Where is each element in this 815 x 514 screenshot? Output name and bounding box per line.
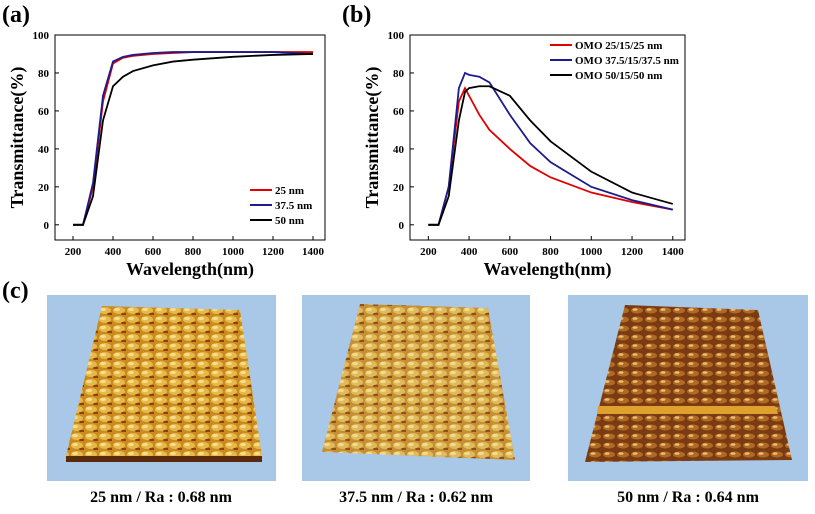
afm-caption: 50 nm / Ra : 0.64 nm [617,489,759,506]
legend-label: OMO 25/15/25 nm [575,40,662,52]
x-tick-label: 1200 [621,246,644,258]
x-axis-label: Wavelength(nm) [126,259,254,280]
x-tick-label: 800 [542,246,559,258]
y-tick-label: 100 [33,30,50,42]
series-line [428,71,673,226]
y-axis-label: Transmittance(%) [362,67,383,209]
y-axis-label: Transmittance(%) [7,67,28,209]
x-tick-label: 1400 [662,246,685,258]
panel-label: (b) [342,2,371,28]
x-tick-label: 400 [461,246,478,258]
series-line [73,51,314,226]
x-tick-label: 200 [420,246,437,258]
x-tick-label: 400 [105,246,122,258]
series-line [73,53,314,226]
x-tick-label: 1000 [222,246,245,258]
y-tick-label: 80 [393,68,405,80]
afm-image [568,295,808,481]
panel-label: (c) [2,278,29,304]
y-tick-label: 100 [388,30,405,42]
y-tick-label: 0 [44,220,50,232]
plot-frame [409,34,686,241]
y-tick-label: 0 [399,220,405,232]
plot-frame [54,34,326,241]
x-tick-label: 600 [145,246,162,258]
panel-label: (a) [2,2,30,28]
y-tick-label: 80 [38,68,50,80]
legend-label: OMO 50/15/50 nm [575,70,662,82]
y-tick-label: 20 [38,182,50,194]
y-tick-label: 60 [38,106,50,118]
legend-label: OMO 37.5/15/37.5 nm [575,55,679,67]
y-tick-label: 40 [38,144,50,156]
y-tick-label: 20 [393,182,405,194]
legend-label: 50 nm [275,215,304,227]
x-tick-label: 800 [185,246,202,258]
x-tick-label: 600 [502,246,519,258]
x-tick-label: 200 [65,246,82,258]
legend-label: 37.5 nm [275,200,312,212]
afm-image [47,295,276,481]
afm-caption: 25 nm / Ra : 0.68 nm [90,489,232,506]
series-line [428,85,674,226]
legend-label: 25 nm [275,185,304,197]
x-tick-label: 1000 [580,246,603,258]
afm-caption: 37.5 nm / Ra : 0.62 nm [339,489,493,506]
x-tick-label: 1200 [262,246,285,258]
y-tick-label: 40 [393,144,405,156]
series-line [428,86,673,226]
afm-image [302,295,530,481]
y-tick-label: 60 [393,106,405,118]
x-axis-label: Wavelength(nm) [484,259,612,280]
x-tick-label: 1400 [302,246,325,258]
